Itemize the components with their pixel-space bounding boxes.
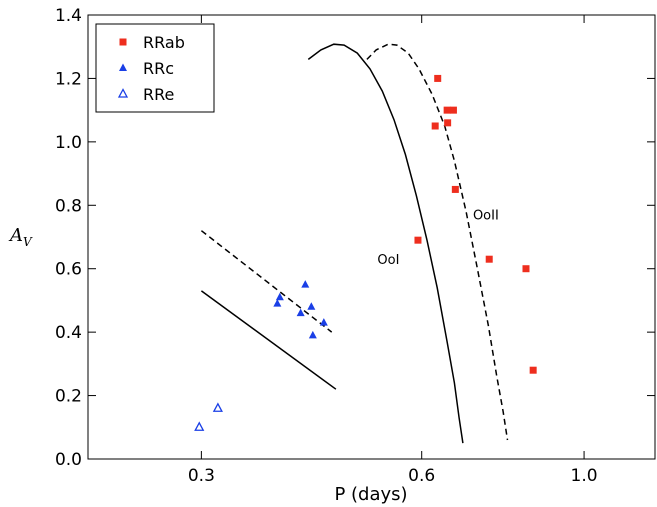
legend: RRab RRc RRe [95,23,215,113]
curve-line-3 [200,230,333,333]
x-tick-label: 1.0 [571,466,598,486]
x-axis-label: P (days) [334,484,407,505]
legend-label-rre: RRe [143,85,174,104]
data-point-rrc [296,308,305,317]
data-point-rrab [414,236,422,244]
y-tick-label: 1.0 [55,133,82,153]
data-point-rrc [308,330,317,339]
data-point-rrab [449,106,457,114]
annotation-ooii: OoII [473,209,499,224]
legend-marker-rrab [119,38,127,46]
data-point-rrab [431,122,439,130]
legend-box [95,23,215,113]
plot-frame [87,14,656,460]
x-tick-label: 0.6 [408,466,435,486]
data-point-rrab [443,106,451,114]
y-axis-label: AV [8,225,33,249]
data-point-rrab [522,265,530,273]
y-tick-label: 0.6 [55,260,82,280]
data-point-rrab [529,366,537,374]
curve-line-2 [200,290,337,390]
data-point-rrc [301,280,310,288]
data-point-rrab [434,74,442,82]
x-axis: 0.3 0.6 1.0 [188,15,598,486]
y-tick-label: 0.0 [55,450,82,470]
data-point-rrab [444,119,452,127]
points-layer [194,74,537,431]
data-point-rre [212,402,223,412]
data-point-rrc [273,299,282,307]
curve-ooi [307,43,464,444]
x-tick-label: 0.3 [188,466,215,486]
y-tick-label: 1.4 [55,6,82,26]
data-point-rre [194,421,205,431]
y-tick-label: 0.4 [55,323,82,343]
data-point-rrc [275,292,284,301]
data-point-rrc [307,302,316,310]
data-point-rrc [319,318,328,326]
legend-label-rrab: RRab [143,33,185,52]
annotations-layer: OoI OoII [377,209,498,268]
legend-marker-rre [117,88,129,98]
annotation-ooi: OoI [377,253,399,268]
y-tick-label: 1.2 [55,69,82,89]
data-point-rrab [451,185,459,193]
y-tick-label: 0.2 [55,387,82,407]
y-axis: 0.0 0.2 0.4 0.6 0.8 1.0 1.2 1.4 [55,6,655,470]
y-tick-label: 0.8 [55,196,82,216]
data-point-rrab [485,255,493,263]
legend-label-rrc: RRc [143,59,174,78]
legend-marker-rrc [119,63,127,71]
